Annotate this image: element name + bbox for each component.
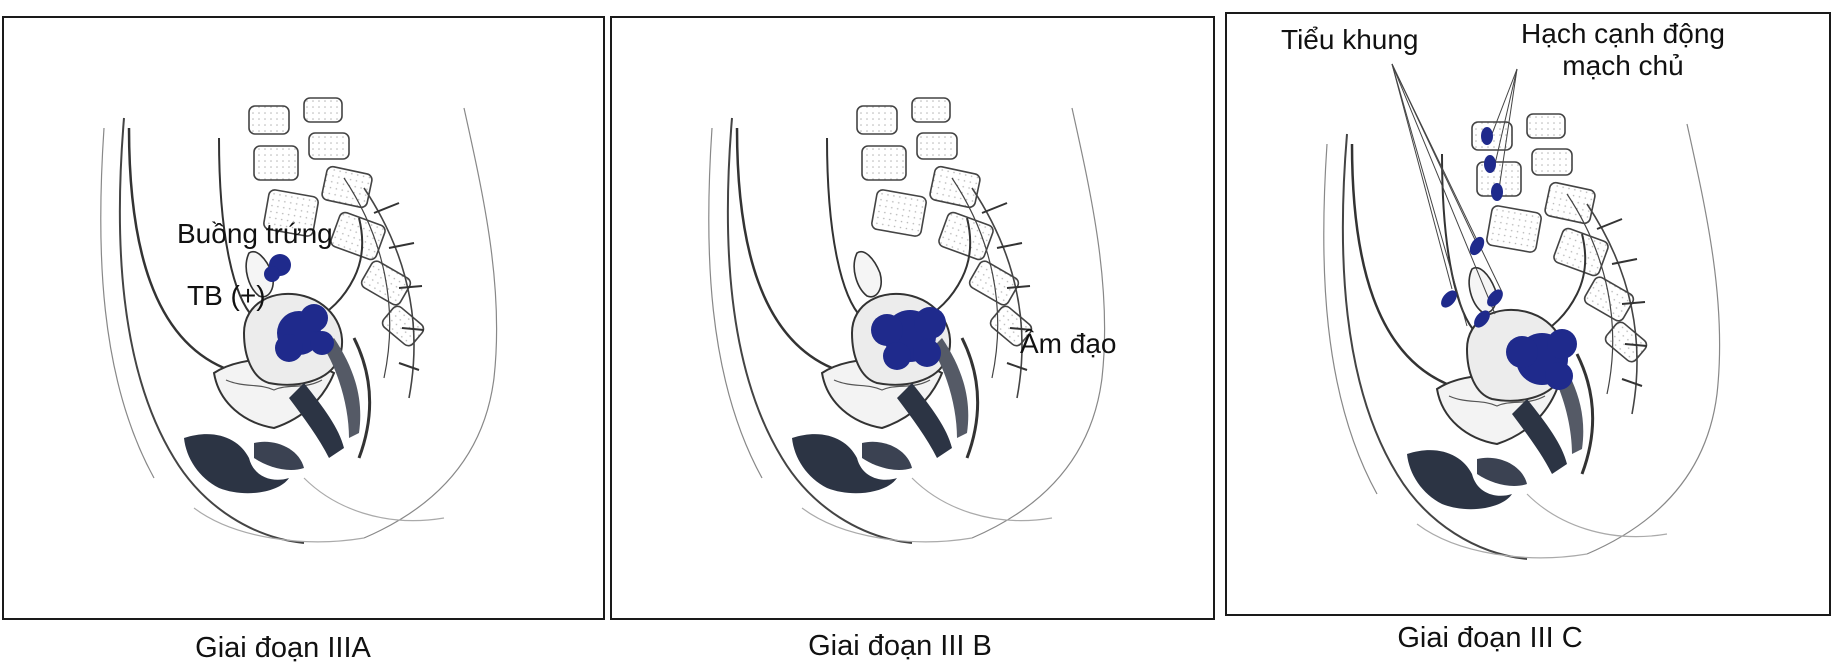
leader-lines	[1391, 63, 1518, 327]
label-ovary: Buồng trứng	[177, 218, 333, 249]
anatomy-diagram-iiic	[1322, 63, 1722, 561]
label-para-aortic-nodes: Hạch cạnh động mạch chủ	[1503, 18, 1743, 82]
uterine-tumor	[1506, 329, 1577, 390]
pelvic-lymph-nodes	[1441, 236, 1503, 328]
label-para-aortic-line2: mạch chủ	[1562, 50, 1684, 82]
label-tb-positive: TB (+)	[187, 280, 266, 311]
anatomy-diagram-iiia	[99, 96, 499, 545]
panel-stage-iiib: Âm đạo	[610, 16, 1215, 620]
caption-stage-iiib: Giai đoạn III B	[808, 630, 992, 662]
anatomy-diagram-iiib	[707, 96, 1107, 545]
label-vagina: Âm đạo	[1020, 328, 1117, 359]
uterine-tumor	[275, 304, 334, 362]
uterine-tumor	[871, 307, 946, 370]
caption-stage-iiia: Giai đoạn IIIA	[195, 632, 371, 664]
ovarian-tumor	[264, 254, 291, 282]
panel-stage-iiic: Tiểu khung Hạch cạnh động mạch chủ	[1225, 12, 1831, 616]
para-aortic-lymph-nodes	[1481, 127, 1503, 201]
label-pelvic-nodes: Tiểu khung	[1281, 24, 1419, 55]
panel-stage-iiia: Buồng trứng TB (+)	[2, 16, 605, 620]
label-para-aortic-line1: Hạch cạnh động	[1521, 18, 1725, 49]
caption-stage-iiic: Giai đoạn III C	[1397, 622, 1583, 654]
